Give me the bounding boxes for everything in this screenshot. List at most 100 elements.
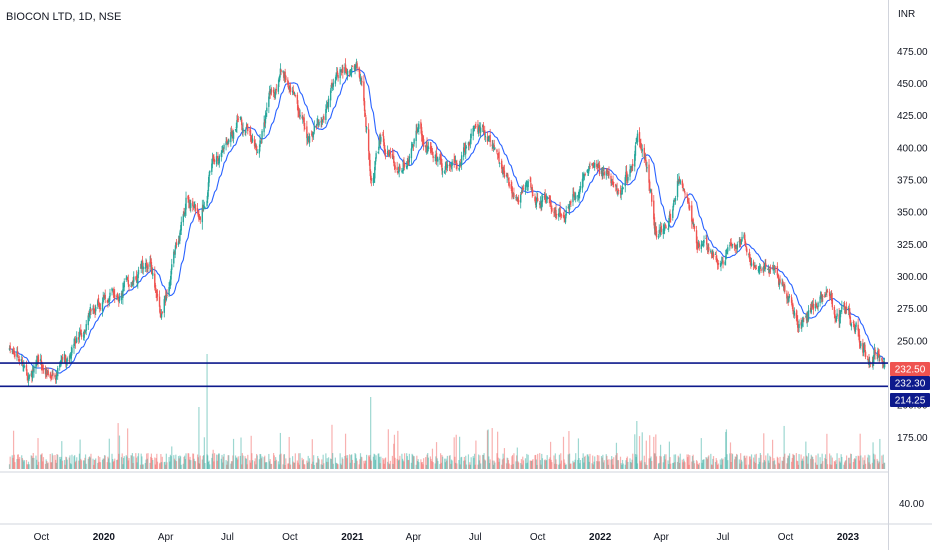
candle[interactable]	[74, 335, 77, 349]
candle[interactable]	[640, 143, 643, 154]
candle[interactable]	[602, 166, 604, 179]
candle[interactable]	[731, 243, 734, 249]
candle[interactable]	[706, 244, 709, 254]
candle[interactable]	[61, 353, 64, 364]
candle[interactable]	[456, 159, 458, 171]
candle[interactable]	[380, 134, 382, 145]
candle[interactable]	[503, 164, 506, 179]
candle[interactable]	[801, 320, 803, 332]
candle[interactable]	[522, 184, 525, 190]
candle[interactable]	[313, 120, 316, 134]
candle[interactable]	[266, 102, 268, 117]
candle[interactable]	[560, 213, 563, 219]
candle[interactable]	[104, 289, 106, 304]
candle[interactable]	[563, 209, 565, 223]
candle[interactable]	[374, 157, 377, 171]
candle[interactable]	[284, 68, 286, 83]
candle[interactable]	[798, 319, 800, 332]
candle[interactable]	[175, 239, 178, 249]
candle[interactable]	[111, 288, 114, 292]
candle[interactable]	[819, 295, 821, 307]
candle[interactable]	[446, 159, 449, 172]
candle[interactable]	[418, 121, 420, 135]
candle[interactable]	[472, 126, 474, 141]
candle[interactable]	[692, 217, 694, 230]
candle[interactable]	[142, 262, 144, 275]
candle[interactable]	[329, 88, 332, 108]
candle[interactable]	[356, 61, 358, 72]
candle[interactable]	[152, 267, 154, 280]
candle[interactable]	[230, 125, 233, 137]
candle[interactable]	[773, 264, 776, 275]
candle[interactable]	[545, 195, 547, 204]
candle[interactable]	[297, 100, 299, 118]
candle[interactable]	[744, 239, 747, 248]
candle[interactable]	[682, 182, 684, 192]
candle[interactable]	[730, 237, 732, 249]
candle[interactable]	[107, 298, 109, 308]
candle[interactable]	[298, 108, 301, 119]
candle[interactable]	[641, 144, 643, 158]
candle[interactable]	[749, 254, 751, 266]
candle[interactable]	[797, 315, 799, 333]
candle[interactable]	[866, 355, 869, 361]
candle[interactable]	[259, 140, 262, 144]
candle[interactable]	[714, 251, 717, 255]
candle[interactable]	[638, 127, 641, 148]
candle[interactable]	[670, 213, 672, 223]
candle[interactable]	[331, 79, 333, 88]
candle[interactable]	[170, 268, 172, 286]
candle[interactable]	[855, 321, 857, 330]
candle[interactable]	[336, 67, 339, 76]
candle[interactable]	[299, 109, 301, 120]
candle[interactable]	[213, 153, 215, 165]
candle[interactable]	[268, 92, 270, 114]
candle[interactable]	[391, 148, 394, 160]
candle[interactable]	[774, 265, 777, 273]
candle[interactable]	[458, 167, 460, 171]
candle[interactable]	[422, 135, 425, 151]
candle[interactable]	[294, 94, 297, 98]
candle[interactable]	[710, 248, 712, 254]
candle[interactable]	[151, 265, 153, 275]
candle[interactable]	[520, 191, 522, 209]
candle[interactable]	[513, 187, 515, 200]
candle[interactable]	[251, 133, 254, 143]
candle[interactable]	[790, 294, 793, 306]
candle[interactable]	[658, 224, 660, 238]
candle[interactable]	[171, 258, 173, 275]
candle[interactable]	[306, 120, 308, 146]
candle[interactable]	[57, 365, 59, 380]
candle[interactable]	[673, 197, 675, 206]
candle[interactable]	[752, 259, 755, 271]
candle[interactable]	[530, 177, 532, 190]
candle[interactable]	[660, 222, 662, 236]
candle[interactable]	[412, 144, 415, 152]
candle[interactable]	[792, 302, 794, 315]
candle[interactable]	[465, 141, 467, 159]
candle[interactable]	[684, 190, 686, 199]
candle[interactable]	[722, 256, 724, 269]
candle[interactable]	[95, 304, 97, 316]
candle[interactable]	[242, 122, 244, 137]
candle[interactable]	[237, 115, 239, 123]
candle[interactable]	[782, 279, 784, 286]
candle[interactable]	[279, 74, 281, 82]
candle[interactable]	[610, 173, 612, 187]
candle[interactable]	[413, 137, 415, 147]
candle[interactable]	[529, 176, 531, 183]
candle[interactable]	[606, 168, 608, 175]
candle[interactable]	[308, 133, 311, 147]
candle[interactable]	[211, 152, 214, 169]
candle[interactable]	[375, 150, 377, 162]
candle[interactable]	[225, 137, 227, 151]
candle[interactable]	[435, 146, 438, 166]
candle[interactable]	[550, 201, 552, 214]
candle[interactable]	[484, 125, 486, 141]
candle[interactable]	[784, 282, 786, 294]
candle[interactable]	[135, 270, 138, 284]
candle[interactable]	[289, 82, 292, 95]
candle[interactable]	[577, 194, 579, 202]
candle[interactable]	[23, 364, 26, 369]
